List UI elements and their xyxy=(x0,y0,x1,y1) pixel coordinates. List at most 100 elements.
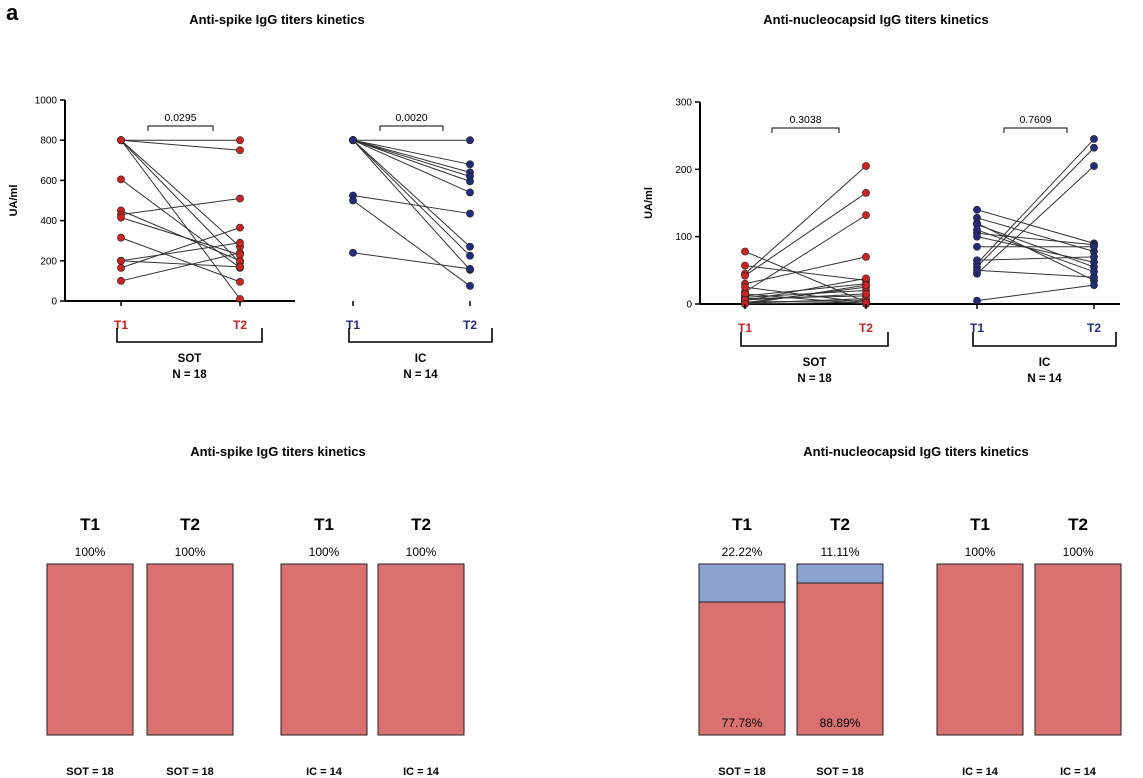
y-tick-label: 1000 xyxy=(35,96,58,107)
y-tick-label: 100 xyxy=(675,232,692,243)
bar-segment xyxy=(146,563,234,736)
bar-timepoint-label: T2 xyxy=(411,515,431,534)
bar-group-label: SOT = 18 xyxy=(718,766,765,778)
bar-percent-label: 88.89% xyxy=(820,716,861,730)
pair-line xyxy=(976,269,1095,278)
pair-line xyxy=(352,194,471,215)
p-value-label: 0.0295 xyxy=(164,112,196,124)
bar-timepoint-label: T2 xyxy=(180,515,200,534)
nucleocapsid-paired-chart: Anti-nucleocapsid IgG titers kinetics 0 10… xyxy=(643,12,1120,385)
bar-percent-label: 77.78% xyxy=(722,716,763,730)
group-bracket xyxy=(348,328,493,343)
pair-line xyxy=(120,139,241,264)
pair-line xyxy=(976,284,1095,302)
spike-paired-chart: Anti-spike IgG titers kinetics 0 200 400 600… xyxy=(8,12,493,381)
x-tick-label: T1 xyxy=(738,321,752,335)
pair-line xyxy=(744,277,867,302)
pair-line xyxy=(744,290,867,298)
bar-segment xyxy=(796,563,884,584)
pair-line xyxy=(744,293,867,305)
group-n-label: N = 14 xyxy=(1027,373,1062,385)
group-bracket xyxy=(116,328,263,343)
pair-line xyxy=(976,232,1095,246)
data-point-t1 xyxy=(117,136,125,145)
data-point-t2 xyxy=(236,250,244,259)
pair-line xyxy=(976,222,1095,281)
x-tick-label: T2 xyxy=(859,321,873,335)
data-point-t2 xyxy=(466,177,474,186)
pair-line xyxy=(120,227,241,269)
pair-line xyxy=(120,260,241,268)
data-point-t2 xyxy=(1090,281,1098,290)
p-value-label: 0.7609 xyxy=(1019,114,1051,126)
significance-bracket xyxy=(379,125,444,131)
bar-percent-label: 100% xyxy=(175,545,206,559)
data-point-t2 xyxy=(862,162,870,170)
chart-title: Anti-nucleocapsid IgG titers kinetics xyxy=(803,444,1028,459)
data-point-t2 xyxy=(1090,143,1098,152)
bar-timepoint-label: T2 xyxy=(830,515,850,534)
data-point-t2 xyxy=(862,252,870,261)
data-point-t2 xyxy=(236,146,244,155)
pair-line xyxy=(744,251,867,303)
data-point-t1 xyxy=(741,283,749,292)
x-tick-label: T2 xyxy=(233,318,247,332)
chart-title: Anti-spike IgG titers kinetics xyxy=(189,12,365,27)
pair-line xyxy=(744,192,867,277)
pair-line xyxy=(976,256,1095,261)
significance-bracket xyxy=(771,127,840,133)
group-label: SOT xyxy=(803,357,827,369)
significance-bracket xyxy=(1003,127,1068,133)
pair-line xyxy=(352,139,471,173)
data-point-t2 xyxy=(1090,135,1098,143)
pair-line xyxy=(976,138,1095,264)
data-point-t2 xyxy=(236,194,244,203)
y-tick-label: 300 xyxy=(675,98,692,109)
data-point-t2 xyxy=(236,223,244,232)
chart-title: Anti-nucleocapsid IgG titers kinetics xyxy=(763,12,988,27)
bar-segment xyxy=(377,563,465,736)
y-tick-label: 600 xyxy=(40,176,57,187)
data-point-t2 xyxy=(236,136,244,145)
x-tick-label: T1 xyxy=(114,318,128,332)
x-tick-label: T1 xyxy=(346,318,360,332)
bar-group-label: SOT = 18 xyxy=(816,766,863,778)
data-point-t2 xyxy=(466,264,474,273)
y-tick-label: 800 xyxy=(40,136,57,147)
pair-line xyxy=(120,217,241,256)
data-point-t1 xyxy=(741,271,749,280)
bar-group-label: IC = 14 xyxy=(403,766,440,778)
data-point-t1 xyxy=(973,242,981,251)
group-bracket xyxy=(740,332,889,347)
data-point-t2 xyxy=(466,251,474,260)
pair-line xyxy=(744,256,867,285)
bar-timepoint-label: T1 xyxy=(314,515,334,534)
significance-bracket xyxy=(147,125,214,131)
pair-line xyxy=(352,200,471,287)
data-point-t1 xyxy=(349,136,357,145)
data-point-t1 xyxy=(973,266,981,275)
bar-group-label: IC = 14 xyxy=(962,766,999,778)
pair-line xyxy=(352,252,471,270)
group-label: SOT xyxy=(178,353,202,365)
x-tick-label: T1 xyxy=(970,321,984,335)
bar-segment xyxy=(936,563,1024,736)
pair-line xyxy=(744,298,867,304)
group-bracket xyxy=(972,332,1117,347)
group-label: IC xyxy=(415,353,427,365)
pair-line xyxy=(744,284,867,305)
pair-line xyxy=(120,242,241,262)
data-point-t2 xyxy=(862,281,870,290)
spike-bar-chart: Anti-spike IgG titers kinetics T1 100% SOT … xyxy=(46,444,465,778)
bar-percent-label: 100% xyxy=(406,545,437,559)
data-point-t2 xyxy=(466,160,474,169)
pair-line xyxy=(976,147,1095,268)
y-tick-label: 0 xyxy=(686,300,692,311)
group-n-label: N = 14 xyxy=(403,369,438,381)
pair-line xyxy=(120,139,241,248)
nucleocapsid-bar-chart: Anti-nucleocapsid IgG titers kinetics T1 2… xyxy=(698,444,1122,778)
data-point-t2 xyxy=(1090,162,1098,170)
bar-segment xyxy=(46,563,134,736)
data-point-t2 xyxy=(466,209,474,218)
